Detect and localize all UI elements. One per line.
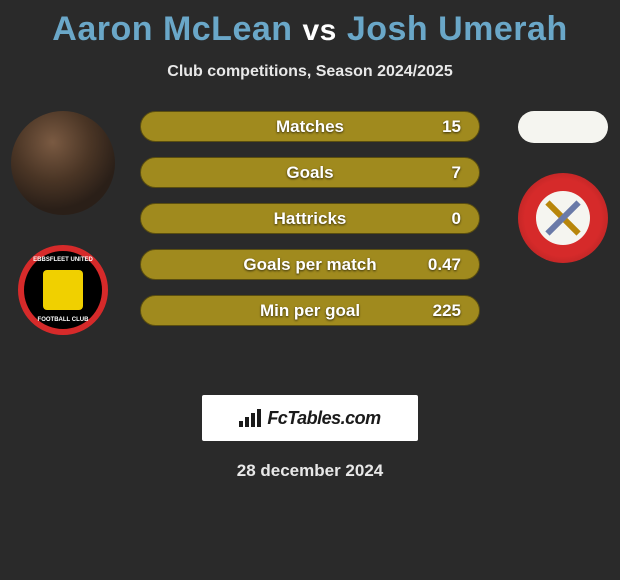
player1-club-badge: EBBSFLEET UNITED FOOTBALL CLUB <box>18 245 108 335</box>
left-column: EBBSFLEET UNITED FOOTBALL CLUB <box>8 111 118 335</box>
badge-text-bottom: FOOTBALL CLUB <box>24 317 102 323</box>
bar-label: Goals per match <box>243 255 376 275</box>
comparison-title: Aaron McLean vs Josh Umerah <box>0 0 620 49</box>
content-area: EBBSFLEET UNITED FOOTBALL CLUB Matches 1… <box>0 111 620 371</box>
bar-label: Hattricks <box>274 209 347 229</box>
date: 28 december 2024 <box>0 461 620 481</box>
bar-value: 0 <box>452 209 461 229</box>
stat-bar-hattricks: Hattricks 0 <box>140 203 480 234</box>
player1-name: Aaron McLean <box>52 10 292 48</box>
bar-label: Min per goal <box>260 301 360 321</box>
stat-bars: Matches 15 Goals 7 Hattricks 0 Goals per… <box>140 111 480 326</box>
right-column <box>510 111 615 263</box>
chart-icon <box>239 409 261 427</box>
watermark: FcTables.com <box>202 395 418 441</box>
stat-bar-goals: Goals 7 <box>140 157 480 188</box>
bar-label: Goals <box>286 163 333 183</box>
watermark-text: FcTables.com <box>267 408 380 429</box>
player2-name: Josh Umerah <box>347 10 568 48</box>
player2-avatar-placeholder <box>518 111 608 143</box>
bar-value: 0.47 <box>428 255 461 275</box>
stat-bar-goals-per-match: Goals per match 0.47 <box>140 249 480 280</box>
bar-value: 225 <box>433 301 461 321</box>
badge-inner-icon <box>536 191 590 245</box>
player1-avatar <box>11 111 115 215</box>
stat-bar-min-per-goal: Min per goal 225 <box>140 295 480 326</box>
badge-inner-icon <box>43 270 83 310</box>
bar-value: 7 <box>452 163 461 183</box>
stat-bar-matches: Matches 15 <box>140 111 480 142</box>
bar-value: 15 <box>442 117 461 137</box>
bar-label: Matches <box>276 117 344 137</box>
vs-text: vs <box>302 14 336 47</box>
subtitle: Club competitions, Season 2024/2025 <box>0 63 620 81</box>
badge-text-top: EBBSFLEET UNITED <box>24 257 102 263</box>
player2-club-badge <box>518 173 608 263</box>
